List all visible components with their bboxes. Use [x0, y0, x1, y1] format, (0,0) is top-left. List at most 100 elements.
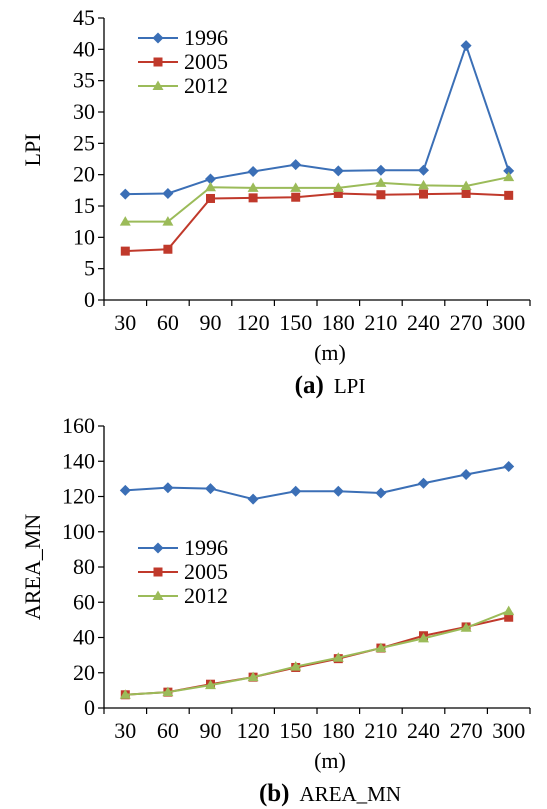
panel-b-series-line-2005 — [125, 616, 509, 696]
panel-a-point-2005 — [291, 192, 301, 202]
panel-a-x-tick-label: 270 — [450, 310, 483, 335]
panel-a-point-2005 — [120, 246, 130, 256]
panel-a-point-2005 — [461, 188, 471, 198]
panel-b-point-1996 — [332, 485, 344, 497]
panel-a-y-tick-label: 40 — [73, 36, 95, 61]
panel-a-y-tick-label: 0 — [84, 287, 95, 312]
panel-a-caption-text: LPI — [334, 374, 366, 398]
panel-a-series-line-1996 — [125, 42, 510, 196]
panel-a-point-1996 — [205, 173, 216, 185]
panel-a-series-line-2012 — [125, 176, 509, 223]
panel-a-y-tick-label: 5 — [84, 256, 95, 281]
panel-b-point-1996 — [418, 477, 429, 489]
panel-a-x-tick-label: 60 — [157, 310, 179, 335]
panel-a-point-2012 — [119, 216, 131, 226]
panel-b-series-line-1996 — [125, 465, 509, 501]
panel-a-point-1996 — [332, 165, 344, 177]
panel-b-area-mn: 0 20 40 60 80 100 120 140 160 30 60 90 120 150 180 210… — [20, 413, 531, 807]
panel-b-legend-label-1996: 1996 — [184, 535, 228, 560]
panel-a-y-tick-label: 25 — [73, 130, 95, 155]
panel-a-point-2012 — [205, 181, 216, 192]
panel-b-series-line-2012 — [125, 610, 510, 696]
panel-a-axes — [103, 18, 530, 301]
panel-a-y-tick-label: 30 — [73, 99, 95, 124]
panel-a-point-2012 — [162, 216, 174, 226]
panel-b-caption-letter: (b) — [259, 780, 290, 807]
panel-b-legend-marker-2012 — [152, 590, 164, 600]
panel-a-series — [119, 40, 515, 256]
panel-b-y-tick-label: 20 — [73, 660, 95, 685]
panel-b-point-1996 — [503, 461, 515, 473]
panel-b-y-tick-label: 60 — [73, 589, 95, 614]
panel-b-point-2012 — [460, 622, 472, 632]
panel-b-legend-label-2005: 2005 — [184, 559, 228, 584]
panel-b-x-tick-label: 60 — [157, 718, 179, 743]
panel-b-x-axis-title: (m) — [314, 748, 346, 773]
panel-a-point-2005 — [504, 190, 514, 200]
panel-b-x-tick-label: 240 — [407, 718, 440, 743]
panel-a-x-tick-label: 300 — [492, 310, 525, 335]
panel-a-x-tick-label: 30 — [114, 310, 136, 335]
panel-a-legend-label-1996: 1996 — [184, 25, 228, 50]
panel-b-x-tick-label: 300 — [492, 718, 525, 743]
panel-b-y-tick-label: 80 — [73, 554, 95, 579]
panel-a-y-tick-label: 35 — [73, 68, 95, 93]
panel-a-point-2005 — [419, 189, 428, 199]
panel-b-x-tick-label: 270 — [450, 718, 483, 743]
panel-a-point-2005 — [206, 193, 215, 203]
panel-b-x-ticks: 30 60 90 120 150 180 210 240 270 300 — [103, 708, 531, 743]
panel-a-point-2005 — [333, 188, 343, 198]
panel-b-x-tick-label: 180 — [322, 718, 355, 743]
panel-b-y-tick-label: 120 — [62, 484, 95, 509]
panel-b-point-2012 — [418, 632, 429, 643]
panel-b-legend-marker-1996 — [152, 542, 164, 554]
panel-b-point-2012 — [290, 661, 302, 671]
panel-a-y-tick-label: 45 — [73, 5, 95, 30]
panel-a-legend-label-2012: 2012 — [184, 73, 228, 98]
panel-a-x-tick-label: 90 — [200, 310, 222, 335]
panel-a-point-1996 — [418, 164, 429, 176]
panel-a-point-2005 — [376, 190, 386, 200]
panel-a-point-2012 — [375, 177, 387, 187]
panel-a-y-tick-label: 10 — [73, 224, 95, 249]
panel-b-point-2005 — [504, 612, 514, 622]
panel-b-x-tick-label: 30 — [114, 718, 136, 743]
panel-b-caption: (b) AREA_MN — [259, 780, 401, 807]
panel-a-x-tick-label: 240 — [407, 310, 440, 335]
panel-a-point-1996 — [247, 166, 259, 178]
panel-a-point-2012 — [503, 171, 515, 182]
panel-b-y-ticks: 0 20 40 60 80 100 120 140 160 — [62, 413, 104, 720]
panel-b-caption-text: AREA_MN — [300, 782, 402, 806]
panel-b-point-2012 — [247, 671, 259, 682]
panel-a-point-1996 — [290, 159, 302, 171]
panel-a-y-tick-label: 20 — [73, 162, 95, 187]
panel-a-point-1996 — [162, 187, 174, 199]
panel-b-point-2012 — [375, 642, 387, 653]
panel-a-legend-marker-2005 — [153, 57, 163, 67]
panel-a-point-2005 — [248, 193, 258, 203]
panel-b-point-2012 — [119, 689, 131, 699]
panel-b-axes — [103, 426, 530, 709]
panel-a-caption: (a) LPI — [295, 372, 366, 399]
panel-b-x-tick-label: 210 — [364, 718, 397, 743]
panel-b-point-1996 — [247, 493, 259, 505]
panel-a-legend-marker-2012 — [152, 80, 164, 90]
panel-a-lpi: 0 5 10 15 20 25 30 35 40 45 30 60 90 120 150 180 210 240… — [20, 5, 531, 399]
panel-a-point-2012 — [460, 180, 472, 190]
panel-b-point-1996 — [290, 485, 302, 497]
panel-a-point-2012 — [247, 182, 259, 192]
panel-a-point-2005 — [163, 244, 173, 254]
panel-b-x-tick-label: 150 — [279, 718, 312, 743]
panel-b-point-1996 — [375, 487, 387, 499]
panel-a-point-2012 — [290, 182, 302, 192]
panel-a-legend-label-2005: 2005 — [184, 49, 228, 74]
panel-b-point-1996 — [119, 484, 131, 496]
panel-a-point-1996 — [119, 188, 131, 200]
panel-a-x-ticks: 30 60 90 120 150 180 210 240 270 300 — [103, 300, 531, 335]
panel-b-x-tick-label: 90 — [200, 718, 222, 743]
panel-a-point-1996 — [460, 40, 472, 52]
panel-b-point-2012 — [205, 679, 216, 690]
